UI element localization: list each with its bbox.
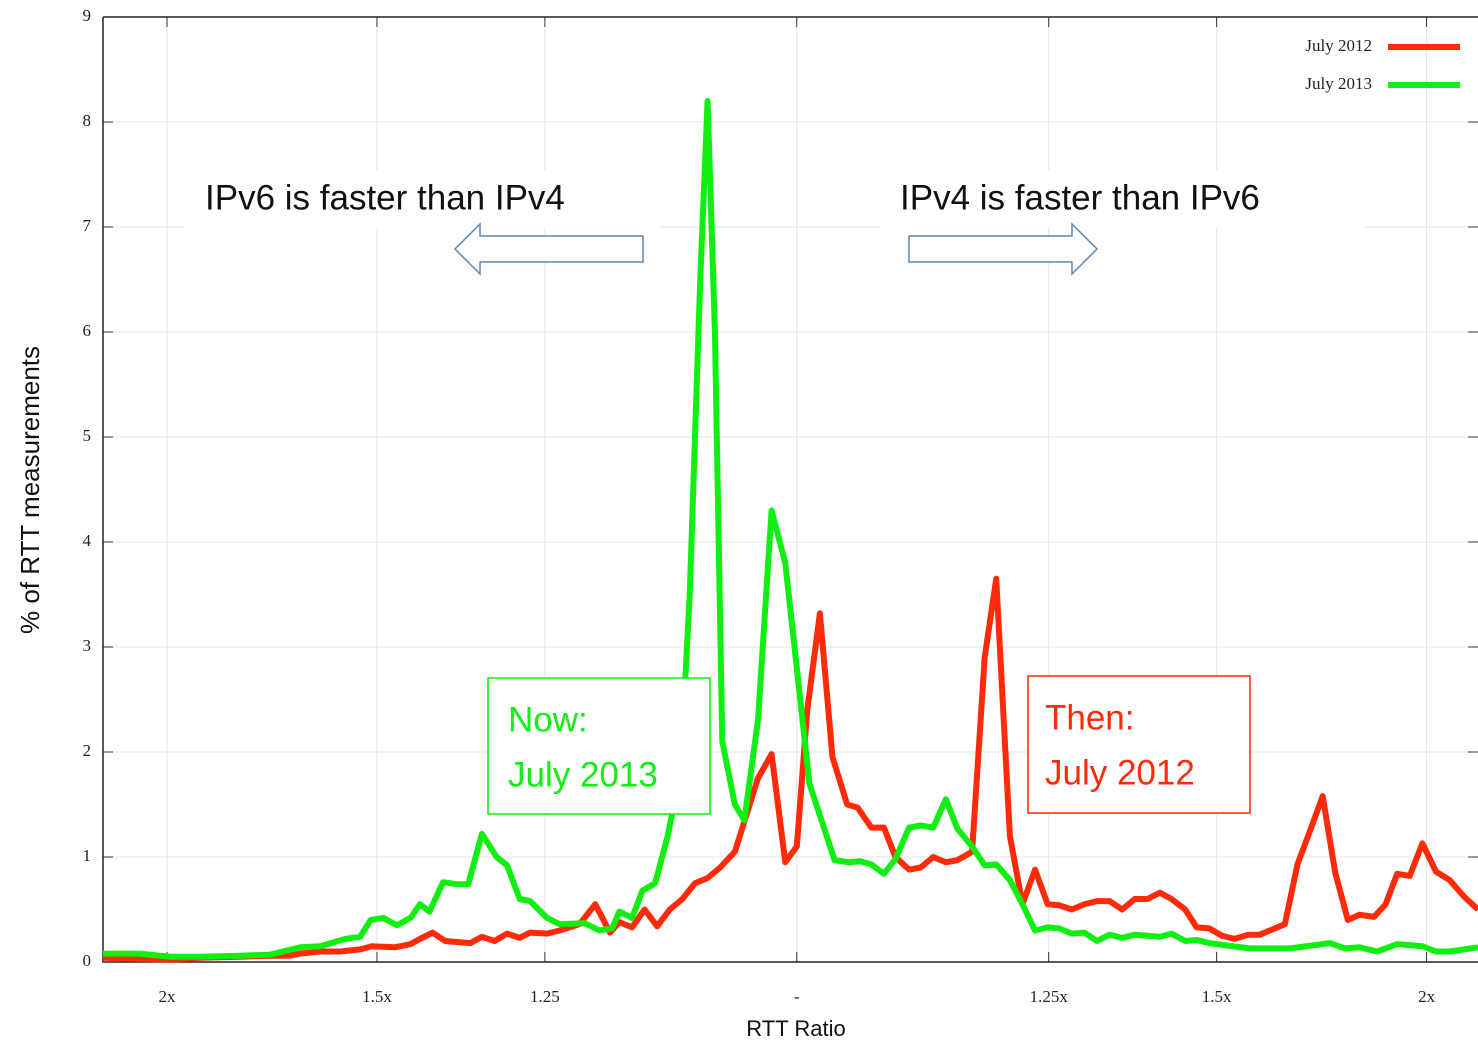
x-tick-label: 2x [1418, 987, 1436, 1006]
annotation: IPv4 is faster than IPv6 [900, 178, 1260, 217]
y-tick-label: 2 [83, 741, 92, 760]
legend-label: July 2012 [1305, 36, 1372, 55]
annotation: IPv6 is faster than IPv4 [205, 178, 565, 217]
series-line [103, 98, 1478, 960]
arrow [908, 222, 1099, 276]
y-tick-label: 5 [83, 426, 92, 445]
y-tick-label: 7 [83, 216, 92, 235]
annotation: Then: [1045, 698, 1135, 737]
arrow [453, 222, 644, 276]
y-tick-label: 1 [83, 846, 92, 865]
x-tick-label: 1.25x [1030, 987, 1069, 1006]
annotation-bg [185, 170, 660, 228]
y-tick-label: 9 [83, 6, 92, 25]
y-tick-label: 4 [83, 531, 92, 550]
annotation-bg [880, 170, 1365, 228]
annotation-box [1027, 675, 1251, 814]
y-tick-label: 6 [83, 321, 92, 340]
x-tick-label: 1.25 [530, 987, 560, 1006]
annotation-box [487, 677, 711, 815]
x-tick-label: 2x [159, 987, 177, 1006]
y-axis-label: % of RTT measurements [15, 346, 45, 634]
x-tick-label: - [794, 987, 800, 1006]
y-tick-label: 0 [83, 951, 92, 970]
y-tick-label: 8 [83, 111, 92, 130]
x-tick-label: 1.5x [1202, 987, 1232, 1006]
x-axis-label: RTT Ratio [746, 1016, 845, 1041]
annotation: July 2013 [508, 755, 658, 794]
series-line [102, 575, 1478, 963]
legend-label: July 2013 [1305, 74, 1372, 93]
plot-frame [102, 16, 1478, 963]
y-tick-label: 3 [83, 636, 92, 655]
annotation: July 2012 [1045, 753, 1195, 792]
x-tick-label: 1.5x [362, 987, 392, 1006]
annotation: Now: [508, 700, 588, 739]
